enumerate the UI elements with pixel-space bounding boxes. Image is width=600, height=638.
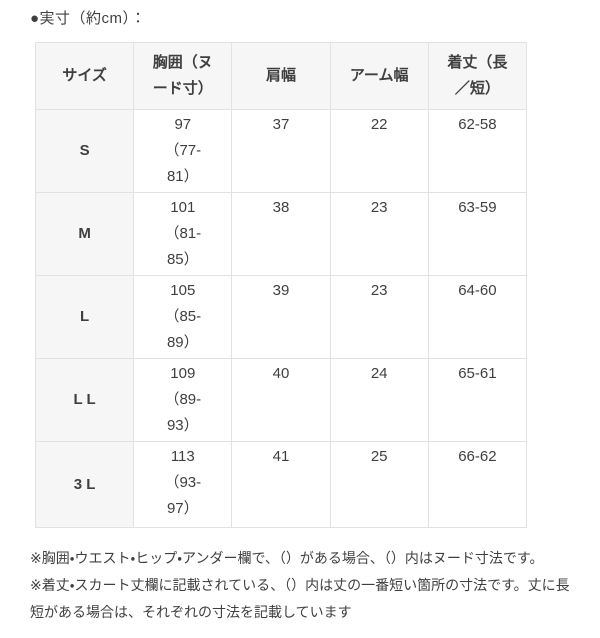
arm-cell: 23 [329,275,429,359]
length-cell: 66-62 [427,441,528,528]
length-cell: 65-61 [427,358,528,442]
col-header-size: サイズ [34,42,135,110]
size-cell: 3 L [34,441,135,528]
table-row-ll: L L 109 （89- 93） 40 24 65-61 [34,358,528,442]
col-header-chest: 胸囲（ヌ ード寸） [133,42,233,110]
table-row-s: S 97 （77- 81） 37 22 62-58 [34,109,528,193]
note-nude-measurement: ※胸囲・ウエスト・ヒップ・アンダー欄で、（）がある場合、（）内はヌード寸法です。 [30,550,544,566]
arm-cell: 25 [329,441,429,528]
size-cell: S [34,109,135,193]
arm-cell: 22 [329,109,429,193]
length-cell: 63-59 [427,192,528,276]
chest-cell: 101 （81- 85） [133,192,233,276]
size-cell: L [34,275,135,359]
col-header-shoulder: 肩幅 [231,42,331,110]
shoulder-cell: 40 [231,358,331,442]
arm-cell: 24 [329,358,429,442]
arm-cell: 23 [329,192,429,276]
chest-cell: 109 （89- 93） [133,358,233,442]
header-row: サイズ 胸囲（ヌ ード寸） 肩幅 アーム幅 着丈（長 ／短） [34,42,528,110]
shoulder-cell: 41 [231,441,331,528]
shoulder-cell: 37 [231,109,331,193]
col-header-length: 着丈（長 ／短） [427,42,528,110]
table-row-m: M 101 （81- 85） 38 23 63-59 [34,192,528,276]
measurement-notes: ※胸囲・ウエスト・ヒップ・アンダー欄で、（）がある場合、（）内はヌード寸法です。… [30,545,578,626]
shoulder-cell: 38 [231,192,331,276]
shoulder-cell: 39 [231,275,331,359]
size-cell: L L [34,358,135,442]
chest-cell: 113 （93- 97） [133,441,233,528]
size-cell: M [34,192,135,276]
chest-cell: 105 （85- 89） [133,275,233,359]
note-length-measurement: ※着丈・スカート丈欄に記載されている、（）内は丈の一番短い箇所の寸法です。丈に長… [30,577,570,620]
table-row-3l: 3 L 113 （93- 97） 41 25 66-62 [34,441,528,528]
section-title: ●実寸（約cm）： [30,10,147,27]
length-cell: 64-60 [427,275,528,359]
size-chart-table: サイズ 胸囲（ヌ ード寸） 肩幅 アーム幅 着丈（長 ／短） S 97 （77-… [34,42,528,528]
length-cell: 62-58 [427,109,528,193]
col-header-arm: アーム幅 [329,42,429,110]
chest-cell: 97 （77- 81） [133,109,233,193]
table-row-l: L 105 （85- 89） 39 23 64-60 [34,275,528,359]
